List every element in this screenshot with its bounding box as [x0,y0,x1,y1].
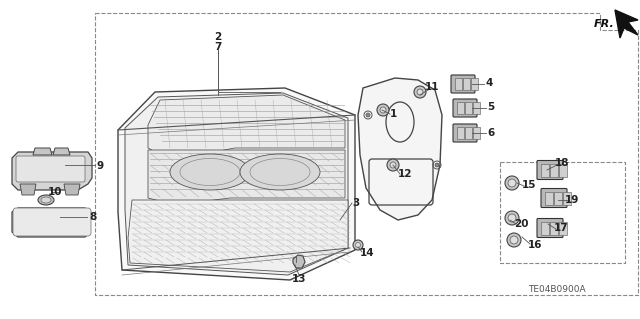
Text: 20: 20 [514,219,528,229]
Polygon shape [12,208,90,237]
Text: 7: 7 [214,42,221,52]
Circle shape [417,89,423,95]
Text: 3: 3 [353,198,360,208]
Bar [473,127,480,139]
Ellipse shape [240,154,320,190]
Polygon shape [20,184,36,195]
Bar [471,78,478,90]
Bar [563,191,571,204]
Bar [545,191,553,204]
Text: 17: 17 [554,223,568,233]
Bar [541,221,549,234]
Circle shape [366,113,370,117]
Text: 15: 15 [522,180,536,190]
FancyBboxPatch shape [451,75,475,93]
FancyBboxPatch shape [537,160,563,180]
Ellipse shape [41,197,51,203]
Circle shape [507,233,521,247]
Text: 10: 10 [48,187,62,197]
Bar [465,102,472,114]
Text: FR.: FR. [594,19,615,29]
Bar [463,78,470,90]
Text: 14: 14 [360,248,374,258]
Polygon shape [148,95,345,160]
Circle shape [508,179,516,187]
Text: 1: 1 [389,109,397,119]
Ellipse shape [38,195,54,205]
Text: TE04B0900A: TE04B0900A [528,286,586,294]
Text: 16: 16 [528,240,542,250]
Circle shape [414,86,426,98]
Circle shape [505,211,519,225]
Circle shape [353,240,363,250]
Text: 6: 6 [488,128,495,138]
Bar [541,164,549,176]
Polygon shape [615,10,638,38]
Polygon shape [293,255,305,268]
Text: 19: 19 [565,195,579,205]
FancyBboxPatch shape [13,208,91,236]
Circle shape [510,236,518,244]
FancyBboxPatch shape [541,189,567,207]
Text: 18: 18 [555,158,569,168]
Polygon shape [64,184,80,195]
FancyBboxPatch shape [537,219,563,238]
Polygon shape [148,150,345,205]
Polygon shape [12,152,92,190]
Circle shape [380,107,386,113]
Bar [550,221,558,234]
Polygon shape [53,148,70,155]
Ellipse shape [170,154,250,190]
Circle shape [508,214,516,222]
Circle shape [387,159,399,171]
Bar [457,127,464,139]
Circle shape [435,163,439,167]
Polygon shape [118,88,355,280]
Polygon shape [358,78,442,220]
FancyBboxPatch shape [453,99,477,117]
Bar [473,102,480,114]
Text: 2: 2 [214,32,221,42]
Bar [559,164,567,176]
Text: 9: 9 [97,161,104,171]
FancyBboxPatch shape [16,156,85,182]
Bar [455,78,462,90]
Bar [559,221,567,234]
Text: 5: 5 [488,102,495,112]
Bar [550,164,558,176]
Text: 13: 13 [292,274,307,284]
Polygon shape [125,93,348,275]
Text: 8: 8 [90,212,97,222]
Circle shape [377,104,389,116]
Circle shape [505,176,519,190]
Polygon shape [128,200,348,272]
Text: 4: 4 [485,78,493,88]
Circle shape [355,242,360,248]
Circle shape [390,162,396,168]
Text: 11: 11 [425,82,439,92]
Polygon shape [33,148,52,155]
Bar [554,191,562,204]
Text: 12: 12 [397,169,412,179]
Bar [457,102,464,114]
FancyBboxPatch shape [453,124,477,142]
Bar [465,127,472,139]
